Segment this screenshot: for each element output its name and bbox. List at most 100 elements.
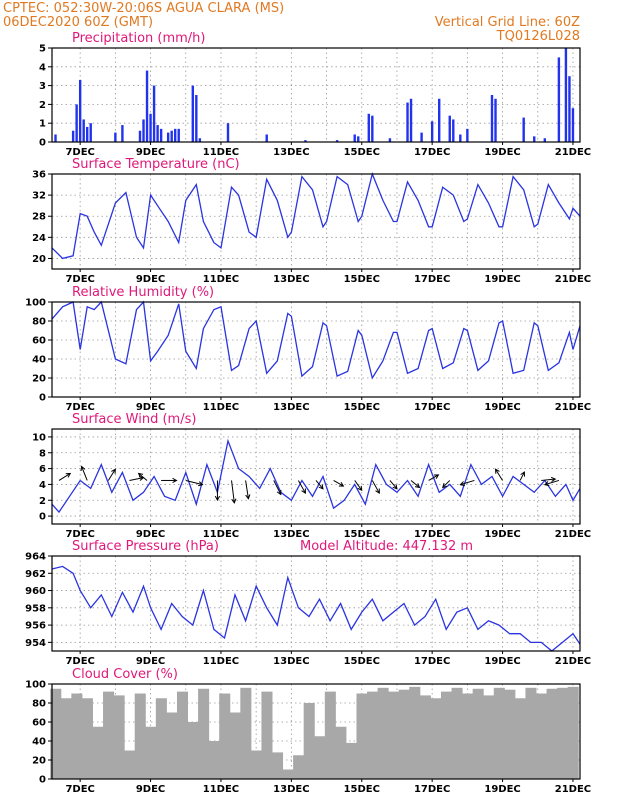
y-tick-label: 32 xyxy=(32,191,46,202)
y-tick-label: 60 xyxy=(32,336,46,347)
wind-arrow xyxy=(519,471,526,481)
x-tick-label: 17DEC xyxy=(414,147,450,158)
cloud-bar xyxy=(345,742,357,779)
wind-arrow xyxy=(442,480,451,489)
x-tick-label: 7DEC xyxy=(65,402,94,413)
precip-bar xyxy=(430,121,434,142)
x-tick-label: 9DEC xyxy=(136,402,165,413)
precip-bar xyxy=(459,134,462,142)
cloud-bar xyxy=(229,712,241,779)
cloud-bar xyxy=(567,686,579,779)
x-tick-label: 17DEC xyxy=(414,529,450,540)
precip-bar xyxy=(138,130,142,142)
x-tick-label: 19DEC xyxy=(484,656,520,667)
panel-title: Surface Wind (m/s) xyxy=(72,412,196,427)
cloud-bar xyxy=(483,695,495,779)
precip-bar xyxy=(159,128,163,142)
x-tick-label: 7DEC xyxy=(65,656,94,667)
x-tick-label: 13DEC xyxy=(273,147,309,158)
y-tick-label: 2 xyxy=(39,496,46,507)
y-tick-label: 0 xyxy=(39,512,46,523)
panel-frame xyxy=(51,555,581,652)
panel-3: 0 20 40 60 80 100 7DEC 9DEC 11DEC 13DEC 15DEC 17DEC… xyxy=(25,285,591,413)
y-tick-label: 5 xyxy=(39,44,46,55)
x-tick-label: 11DEC xyxy=(203,656,239,667)
wind-arrow xyxy=(137,472,148,481)
x-tick-label: 19DEC xyxy=(484,784,520,795)
precip-bar xyxy=(367,113,370,142)
y-tick-label: 954 xyxy=(25,638,46,649)
y-tick-label: 0 xyxy=(39,775,46,786)
x-tick-label: 21DEC xyxy=(555,147,591,158)
precip-bar xyxy=(438,98,441,142)
cloud-bar xyxy=(546,688,558,779)
precip-bar xyxy=(304,140,307,142)
y-tick-label: 8 xyxy=(39,448,46,459)
cloud-bar xyxy=(134,693,146,779)
panel-frame xyxy=(51,683,581,780)
model-altitude-label: Model Altitude: 447.132 m xyxy=(300,539,473,554)
x-tick-label: 19DEC xyxy=(484,274,520,285)
series-line xyxy=(51,300,581,380)
cloud-bar xyxy=(303,703,315,779)
precip-bar xyxy=(353,134,356,142)
x-tick-label: 11DEC xyxy=(203,784,239,795)
precip-bar xyxy=(420,132,423,142)
cloud-bar xyxy=(250,750,262,779)
cloud-bar xyxy=(261,691,273,779)
x-tick-label: 21DEC xyxy=(555,274,591,285)
wind-arrow xyxy=(58,472,72,481)
precip-bar xyxy=(533,136,536,142)
precip-bar xyxy=(149,113,152,142)
x-tick-label: 19DEC xyxy=(484,402,520,413)
x-tick-label: 15DEC xyxy=(344,529,380,540)
cloud-bar xyxy=(176,691,189,779)
x-tick-label: 21DEC xyxy=(555,529,591,540)
cloud-bar xyxy=(419,695,431,779)
y-tick-label: 60 xyxy=(32,718,46,729)
wind-arrow xyxy=(245,480,251,500)
cloud-bar xyxy=(92,726,104,779)
cloud-bar xyxy=(166,712,178,779)
wind-arrow xyxy=(543,479,560,487)
wind-arrow xyxy=(371,480,380,494)
cloud-bar xyxy=(240,687,252,779)
wind-arrow xyxy=(161,477,178,484)
y-tick-label: 80 xyxy=(32,317,46,328)
wind-arrow xyxy=(107,468,116,481)
cloud-bar xyxy=(208,741,220,779)
cloud-bar xyxy=(377,687,389,779)
cloud-bar xyxy=(113,695,125,779)
x-tick-label: 9DEC xyxy=(136,529,165,540)
y-tick-label: 3 xyxy=(39,81,46,92)
precip-bar xyxy=(494,98,497,142)
wind-arrow xyxy=(80,465,88,481)
cloud-bar xyxy=(324,691,336,779)
y-tick-label: 36 xyxy=(32,170,46,181)
x-tick-label: 19DEC xyxy=(484,147,520,158)
precip-bar xyxy=(226,123,230,142)
cloud-bar xyxy=(198,688,210,779)
x-tick-label: 7DEC xyxy=(65,784,94,795)
x-tick-label: 13DEC xyxy=(273,656,309,667)
y-tick-label: 40 xyxy=(32,355,46,366)
panel-title: Relative Humidity (%) xyxy=(72,285,214,300)
panel-6: 0 20 40 60 80 100 7DEC 9DEC 11DEC 13DEC 15DEC 17DEC… xyxy=(25,667,591,795)
wind-arrow xyxy=(495,468,503,481)
y-tick-label: 962 xyxy=(25,569,46,580)
cloud-bar xyxy=(314,736,326,779)
wind-arrow xyxy=(354,480,363,492)
precip-bar xyxy=(156,125,159,142)
cloud-bar xyxy=(493,687,505,779)
y-tick-label: 958 xyxy=(25,603,46,614)
precip-bar xyxy=(195,95,198,142)
precip-bar xyxy=(409,98,413,142)
precip-bar xyxy=(448,115,451,142)
cloud-bar xyxy=(155,698,167,779)
series-line xyxy=(51,171,581,260)
precip-bar xyxy=(78,79,82,142)
precip-bar xyxy=(75,104,78,142)
y-tick-label: 28 xyxy=(32,212,46,223)
wind-arrow xyxy=(297,480,306,494)
cloud-bar xyxy=(557,687,569,779)
